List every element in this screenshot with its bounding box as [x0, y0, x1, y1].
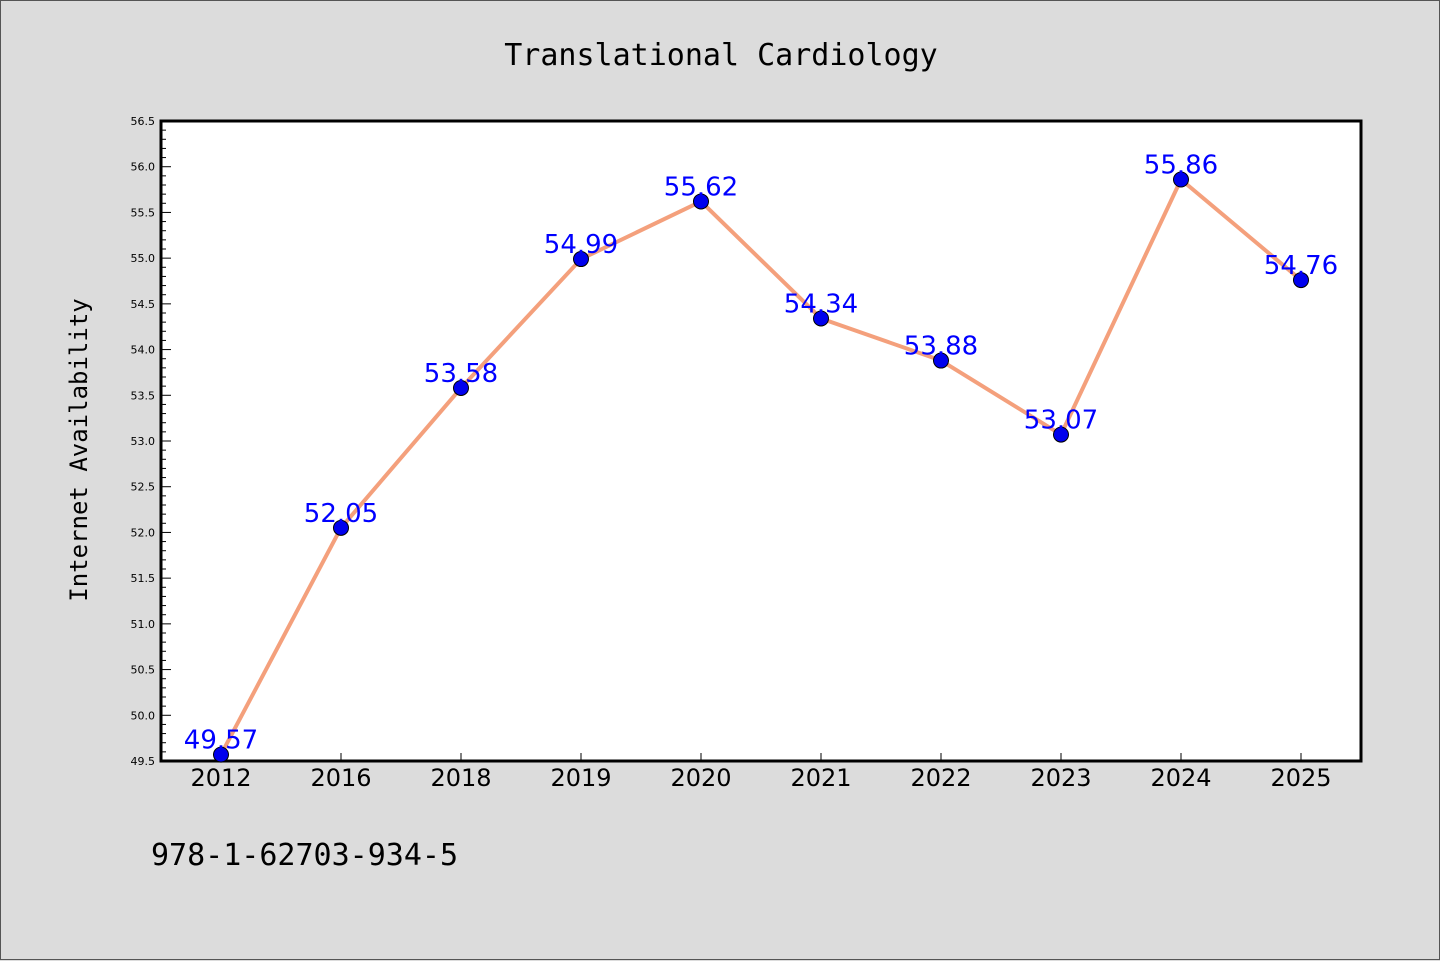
data-point [573, 251, 589, 268]
series-group [213, 171, 1309, 763]
y-tick-label: 55.0 [131, 252, 156, 265]
x-tick-label: 2018 [430, 764, 491, 792]
data-point [813, 310, 829, 327]
x-tick-label: 2025 [1270, 764, 1331, 792]
x-tick-label: 2019 [550, 764, 611, 792]
x-tick-label: 2023 [1030, 764, 1091, 792]
data-label: 52.05 [304, 499, 378, 529]
y-tick-label: 53.5 [131, 389, 156, 402]
data-point [1293, 272, 1309, 289]
data-label: 54.76 [1264, 251, 1338, 281]
y-tick-label: 54.0 [131, 344, 156, 357]
data-labels-group: 49.57 52.05 53.58 54.99 55.62 54.34 53.88 53.07… [184, 151, 1338, 756]
chart-title: Translational Cardiology [504, 38, 937, 73]
data-point [213, 746, 229, 763]
data-label: 55.62 [664, 172, 738, 202]
y-tick-label: 49.5 [131, 755, 156, 768]
data-label: 54.99 [544, 230, 618, 260]
y-tick-label: 56.5 [131, 115, 156, 128]
isbn-text: 978-1-62703-934-5 [151, 838, 458, 873]
y-tick-label: 52.0 [131, 526, 156, 539]
y-tick-label: 50.0 [131, 709, 156, 722]
x-tick-label: 2024 [1150, 764, 1211, 792]
data-label: 55.86 [1144, 151, 1218, 181]
y-tick-label: 51.5 [131, 572, 156, 585]
data-point [693, 193, 709, 210]
x-tick-label: 2022 [910, 764, 971, 792]
y-tick-label: 56.0 [131, 161, 156, 174]
x-tick-label: 2020 [670, 764, 731, 792]
data-point [333, 519, 349, 536]
data-point [933, 352, 949, 369]
y-tick-label: 55.5 [131, 206, 156, 219]
y-tick-label: 52.5 [131, 481, 156, 494]
data-label: 54.34 [784, 289, 858, 319]
y-tick-label: 50.5 [131, 664, 156, 677]
x-axis: 2012 2016 2018 2019 2020 2021 2022 2023 2024 2025 [190, 753, 1332, 792]
y-axis-label: Internet Availability [65, 298, 93, 601]
plot-area [159, 119, 1363, 763]
y-axis: 49.5 50.0 50.5 51.0 51.5 52.0 52.5 53.0 53.5 54.0… [131, 115, 171, 768]
x-tick-label: 2012 [190, 764, 251, 792]
data-label: 49.57 [184, 726, 258, 756]
data-label: 53.58 [424, 359, 498, 389]
data-point [1053, 426, 1069, 443]
data-point [453, 379, 469, 396]
series-line [219, 177, 1303, 757]
data-point [1173, 171, 1189, 188]
y-tick-label: 53.0 [131, 435, 156, 448]
y-tick-label: 54.5 [131, 298, 156, 311]
data-label: 53.88 [904, 332, 978, 362]
x-tick-label: 2016 [310, 764, 371, 792]
x-tick-label: 2021 [790, 764, 851, 792]
y-tick-label: 51.0 [131, 618, 156, 631]
data-label: 53.07 [1024, 406, 1098, 436]
